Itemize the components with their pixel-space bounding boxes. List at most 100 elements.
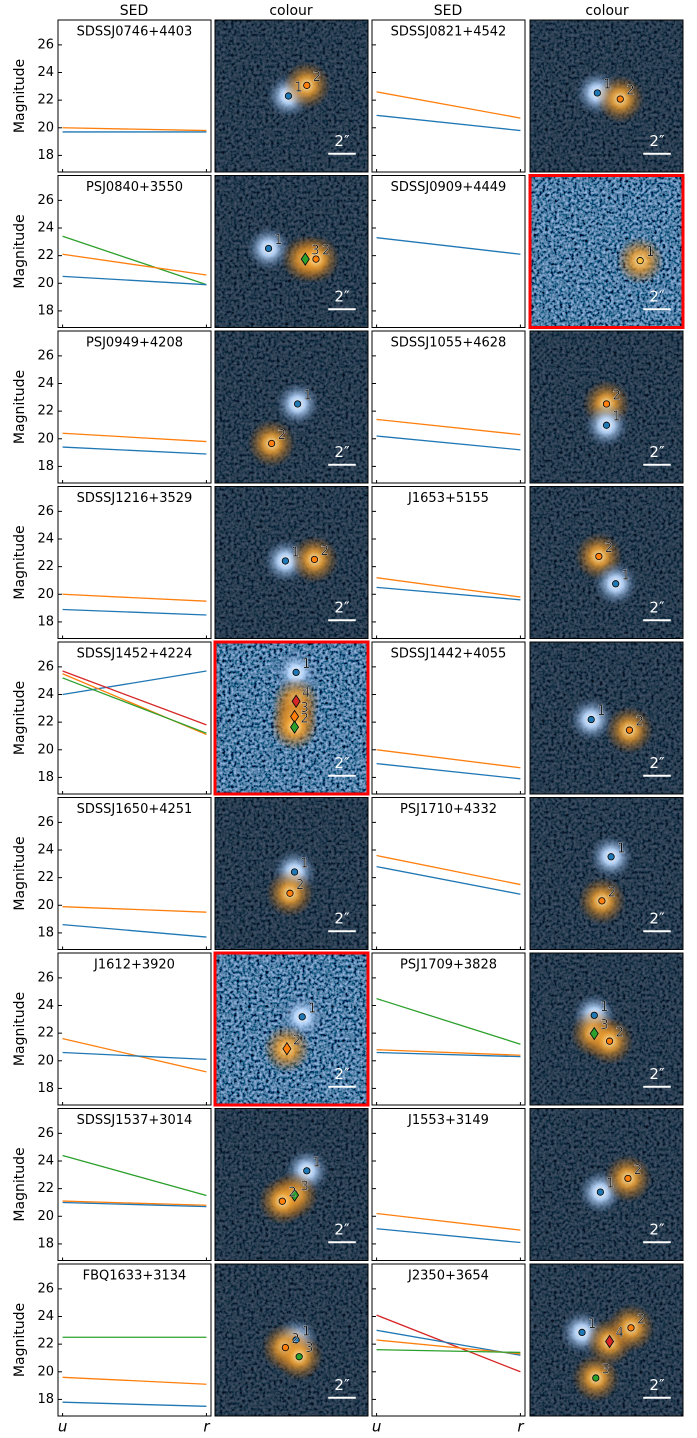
- panel-title: SDSSJ0909+4449: [391, 180, 507, 195]
- y-tick-label: 24: [37, 65, 54, 80]
- sed-line: [62, 670, 207, 726]
- scale-label: 2″: [334, 288, 350, 306]
- image-frame: [214, 797, 369, 950]
- column-header: SED: [120, 3, 149, 19]
- source-marker: [589, 1026, 599, 1041]
- y-tick-label: 24: [37, 376, 54, 391]
- y-tick-label: 26: [37, 37, 54, 52]
- source-marker: [587, 715, 595, 724]
- source-label: 3: [311, 244, 319, 259]
- y-tick-label: 22: [37, 1026, 54, 1041]
- sed-line: [376, 1314, 521, 1373]
- sed-line: [62, 235, 207, 286]
- y-axis-label: Magnitude: [12, 992, 28, 1066]
- scale-label: 2″: [649, 754, 665, 772]
- y-tick-label: 18: [37, 148, 54, 163]
- image-frame: [528, 174, 685, 329]
- colour-image: 132 2″: [215, 1108, 368, 1261]
- source-label: 2: [635, 715, 643, 730]
- image-frame: [529, 641, 684, 795]
- sed-line: [376, 1051, 521, 1058]
- source-marker: [312, 255, 320, 263]
- y-axis-label: Magnitude: [12, 525, 28, 599]
- image-frame: [529, 486, 684, 639]
- sed-line: [376, 749, 521, 769]
- sed-line: [62, 1376, 207, 1385]
- panel-title: SDSSJ1055+4628: [391, 336, 507, 351]
- source-marker: [627, 1324, 635, 1332]
- colour-image: 212″: [530, 331, 683, 483]
- y-tick-label: 24: [37, 998, 54, 1013]
- source-label: 1: [622, 568, 630, 583]
- colour-image: 122″: [530, 797, 683, 950]
- sed-line: [376, 418, 521, 436]
- colour-image: 122″: [215, 20, 368, 172]
- source-label: 3: [305, 1341, 313, 1356]
- image-frame: [214, 330, 369, 484]
- sed-line: [62, 275, 207, 286]
- sed-line: [62, 670, 207, 696]
- y-tick-label: 24: [37, 532, 54, 547]
- sed-line: [376, 997, 521, 1045]
- colour-image: 122″: [215, 797, 368, 950]
- source-label: 1: [313, 1155, 321, 1170]
- source-marker: [291, 694, 301, 709]
- y-axis-label: Magnitude: [12, 59, 28, 133]
- x-tick-label: r: [203, 1418, 210, 1436]
- source-marker: [278, 1197, 286, 1205]
- y-tick-label: 18: [37, 1081, 54, 1096]
- source-label: 4: [302, 686, 310, 701]
- y-tick-label: 18: [37, 303, 54, 318]
- y-tick-label: 18: [37, 459, 54, 474]
- y-tick-label: 20: [37, 1364, 54, 1379]
- colour-image: 1 2″: [530, 175, 683, 328]
- source-marker: [592, 1374, 600, 1382]
- plot-frame: [371, 797, 526, 950]
- source-marker: [595, 552, 603, 561]
- source-marker: [310, 555, 319, 564]
- plot-frame: [57, 19, 212, 173]
- source-marker: [593, 89, 601, 97]
- column-header: colour: [269, 3, 313, 19]
- colour-image: 123 2″: [215, 1264, 368, 1416]
- panel-title: J1653+5155: [407, 491, 489, 506]
- colour-image: 212″: [530, 486, 683, 639]
- sed-line: [376, 865, 521, 895]
- source-label: 4: [616, 1326, 624, 1341]
- y-tick-label: 18: [37, 1392, 54, 1407]
- plot-frame: [57, 175, 212, 328]
- source-label: 2: [322, 244, 330, 259]
- scale-label: 2″: [649, 1376, 665, 1394]
- source-label: 1: [646, 245, 654, 260]
- y-tick-label: 24: [37, 843, 54, 858]
- source-label: 1: [588, 1317, 596, 1332]
- plot-frame: [371, 330, 526, 484]
- colour-image: 122″: [530, 1108, 683, 1261]
- source-marker: [616, 95, 624, 103]
- scale-label: 2″: [334, 754, 350, 772]
- source-marker: [295, 1353, 303, 1361]
- source-marker: [282, 1042, 292, 1056]
- sed-line: [376, 91, 521, 119]
- panel-title: SDSSJ0821+4542: [391, 25, 507, 40]
- scale-label: 2″: [649, 1221, 665, 1239]
- source-label: 2: [613, 388, 621, 403]
- image-frame: [529, 330, 684, 484]
- source-marker: [602, 421, 611, 429]
- sed-line: [62, 127, 207, 132]
- source-label: 1: [613, 410, 621, 425]
- y-tick-label: 18: [37, 614, 54, 629]
- panel-title: J2350+3654: [407, 1269, 489, 1284]
- source-label: 1: [304, 388, 312, 403]
- y-tick-label: 24: [37, 687, 54, 702]
- plot-frame: [57, 486, 212, 639]
- sed-line: [62, 1201, 207, 1208]
- y-tick-label: 22: [37, 559, 54, 574]
- panel-title: SDSSJ0746+4403: [77, 25, 193, 40]
- panel-title: SDSSJ1442+4055: [391, 647, 507, 662]
- sed-line: [62, 253, 207, 276]
- y-tick-label: 26: [37, 504, 54, 519]
- y-tick-label: 20: [37, 276, 54, 291]
- source-label: 1: [275, 233, 283, 248]
